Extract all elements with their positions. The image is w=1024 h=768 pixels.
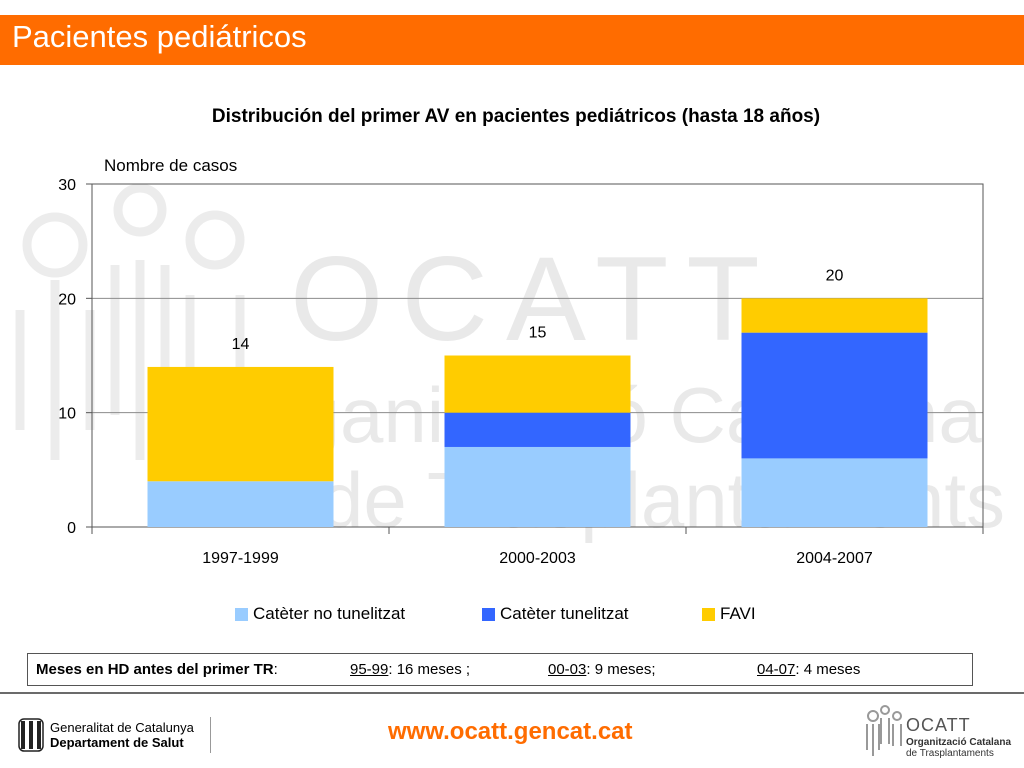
bar-segment-0-1	[444, 446, 631, 527]
x-tick-label: 2000-2003	[499, 550, 576, 567]
bar-segment-2-0	[147, 366, 334, 482]
footer-divider	[0, 692, 1024, 694]
y-tick-label: 10	[58, 406, 76, 423]
bar-segment-1-2	[741, 332, 928, 459]
y-tick-label: 0	[67, 520, 76, 537]
bar-total-label: 14	[232, 336, 250, 353]
legend-item-favi: FAVI	[702, 604, 756, 624]
y-tick-label: 20	[58, 291, 76, 308]
bar-segment-2-1	[444, 355, 631, 413]
legend-label: Catèter tunelitzat	[500, 604, 629, 623]
legend-swatch-0	[235, 607, 248, 621]
bar-segment-0-0	[147, 481, 334, 527]
info-label: Meses en HD antes del primer TR:	[36, 661, 278, 678]
gencat-line1: Generalitat de Catalunya	[50, 720, 194, 735]
y-axis-label: Nombre de casos	[104, 156, 237, 175]
page-title: Pacientes pediátricos	[12, 19, 307, 54]
legend-item-cateter-tunelitzat: Catèter tunelitzat	[482, 604, 629, 624]
ocatt-logo-icon	[866, 705, 902, 756]
website-link[interactable]: www.ocatt.gencat.cat	[388, 718, 633, 745]
legend-item-cateter-no-tunelitzat: Catèter no tunelitzat	[235, 604, 405, 624]
legend-label: FAVI	[720, 604, 756, 623]
chart-legend: Catèter no tunelitzat Catèter tunelitzat…	[0, 604, 1024, 626]
x-tick-label: 2004-2007	[796, 550, 873, 567]
info-item-00-03: 00-03: 9 meses;	[548, 661, 656, 678]
gencat-text: Generalitat de Catalunya Departament de …	[50, 720, 194, 750]
bar-total-label: 20	[826, 267, 844, 284]
info-item-04-07: 04-07: 4 meses	[757, 661, 861, 678]
ocatt-logo-name: OCATT	[906, 715, 971, 735]
bar-segment-2-2	[741, 298, 928, 333]
info-item-95-99: 95-99: 16 meses ;	[350, 661, 471, 678]
bar-total-label: 15	[529, 325, 547, 342]
gencat-separator	[210, 717, 211, 753]
hd-months-info-box: Meses en HD antes del primer TR: 95-99: …	[27, 653, 973, 686]
legend-label: Catèter no tunelitzat	[253, 604, 406, 623]
stacked-bar-chart: 0 10 20 30 Nombre de casos 14 1997-1999 15 2000-…	[58, 156, 984, 567]
header-bar: Pacientes pediátricos	[0, 15, 1024, 65]
bar-segment-0-2	[741, 458, 928, 527]
chart-title: Distribución del primer AV en pacientes …	[211, 106, 821, 127]
y-tick-label: 30	[58, 177, 76, 194]
x-tick-label: 1997-1999	[202, 550, 279, 567]
legend-swatch-1	[482, 607, 495, 621]
gencat-line2: Departament de Salut	[50, 735, 184, 750]
legend-swatch-2	[702, 607, 715, 621]
bar-segment-1-1	[444, 412, 631, 447]
gencat-emblem-icon	[18, 718, 44, 752]
ocatt-logo-subtitle: Organització Catalana de Trasplantaments	[906, 737, 1012, 759]
